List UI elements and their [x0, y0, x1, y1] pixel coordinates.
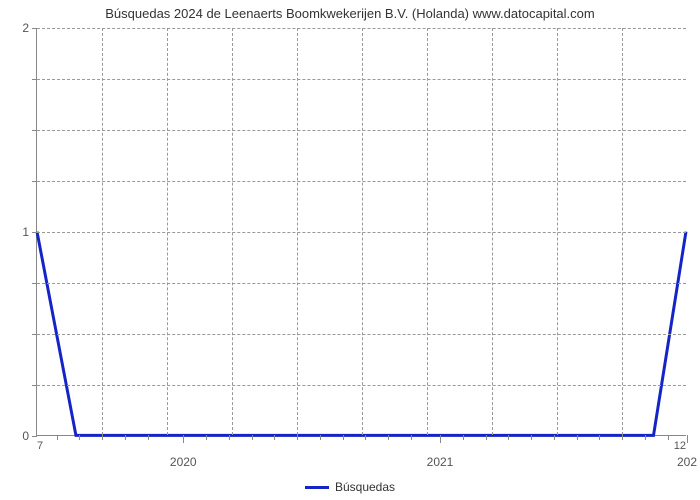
ytick-mark — [32, 232, 37, 233]
grid-line-v — [622, 28, 623, 435]
xtick-minor — [508, 435, 509, 440]
xtick-minor — [148, 435, 149, 440]
ytick-mark — [32, 385, 37, 386]
xtick-minor — [252, 435, 253, 440]
xtick-minor — [57, 435, 58, 440]
xtick-minor — [343, 435, 344, 440]
xtick-minor — [320, 435, 321, 440]
ytick-label: 2 — [22, 21, 29, 35]
xtick-mark — [440, 435, 441, 443]
xtick-minor — [486, 435, 487, 440]
xtick-minor — [79, 435, 80, 440]
plot-area: 01220202021202712 — [36, 28, 686, 436]
grid-line-v — [102, 28, 103, 435]
xtick-minor — [554, 435, 555, 440]
x-corner-left: 7 — [37, 440, 43, 452]
ytick-mark — [32, 334, 37, 335]
xtick-mark — [183, 435, 184, 443]
xtick-label: 2020 — [170, 455, 197, 469]
ytick-mark — [32, 130, 37, 131]
ytick-mark — [32, 436, 37, 437]
ytick-mark — [32, 28, 37, 29]
xtick-minor — [577, 435, 578, 440]
grid-line-v — [167, 28, 168, 435]
xtick-minor — [125, 435, 126, 440]
chart-title: Búsquedas 2024 de Leenaerts Boomkwekerij… — [0, 6, 700, 21]
xtick-minor — [102, 435, 103, 440]
grid-line-v — [492, 28, 493, 435]
grid-line-v — [297, 28, 298, 435]
xtick-minor — [622, 435, 623, 440]
xtick-minor — [206, 435, 207, 440]
xtick-minor — [599, 435, 600, 440]
grid-line-v — [362, 28, 363, 435]
ytick-mark — [32, 181, 37, 182]
legend-swatch — [305, 486, 329, 489]
xtick-minor — [297, 435, 298, 440]
xtick-minor — [365, 435, 366, 440]
ytick-label: 1 — [22, 225, 29, 239]
x-corner-right: 12 — [674, 440, 686, 452]
xtick-label: 2021 — [427, 455, 454, 469]
xtick-minor — [463, 435, 464, 440]
grid-line-v — [557, 28, 558, 435]
xtick-minor — [668, 435, 669, 440]
grid-line-v — [427, 28, 428, 435]
xtick-minor — [645, 435, 646, 440]
ytick-mark — [32, 79, 37, 80]
ytick-mark — [32, 283, 37, 284]
legend-label: Búsquedas — [335, 480, 395, 494]
xtick-mark — [687, 435, 688, 443]
grid-line-v — [232, 28, 233, 435]
xtick-minor — [388, 435, 389, 440]
xtick-minor — [411, 435, 412, 440]
ytick-label: 0 — [22, 429, 29, 443]
xtick-minor — [229, 435, 230, 440]
xtick-minor — [274, 435, 275, 440]
xtick-minor — [531, 435, 532, 440]
xtick-label: 202 — [677, 455, 697, 469]
legend: Búsquedas — [0, 480, 700, 494]
